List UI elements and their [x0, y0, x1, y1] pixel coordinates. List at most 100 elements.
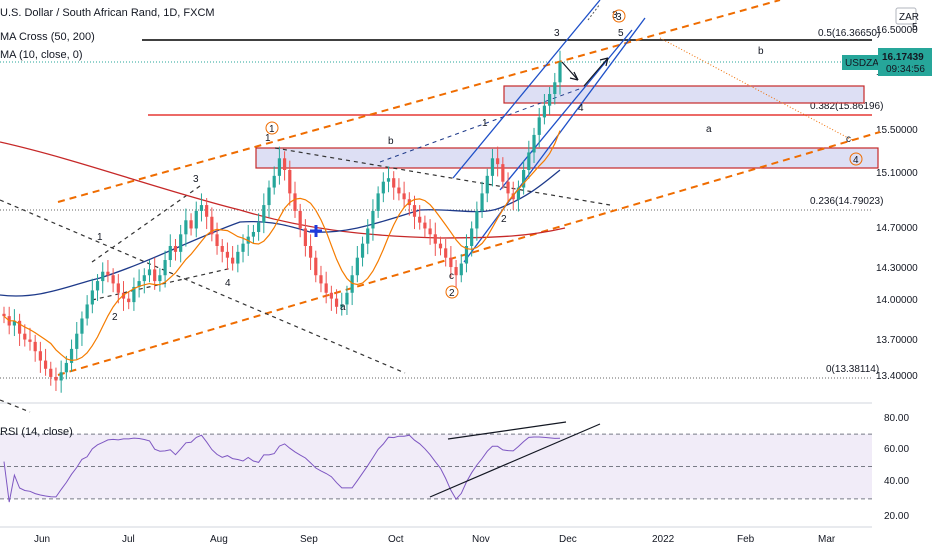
candle-body	[459, 263, 463, 276]
wave-label: 1	[265, 133, 271, 144]
candle-body	[522, 170, 526, 188]
candle-body	[106, 271, 110, 276]
candle-body	[28, 339, 32, 342]
candle-body	[59, 372, 63, 381]
candle-body	[220, 246, 224, 252]
ma50-line	[0, 169, 561, 297]
trendline-b	[274, 147, 611, 206]
candle-body	[236, 251, 240, 264]
wave-label: 1	[269, 124, 275, 135]
forecast-line	[659, 37, 853, 141]
supply-zone	[503, 85, 865, 104]
candle-body	[548, 94, 552, 106]
candle-body	[189, 220, 193, 229]
candle-body	[490, 158, 495, 176]
candle-body	[33, 341, 37, 352]
price-badge-countdown: 09:34:56	[886, 64, 925, 75]
candle-body	[334, 298, 339, 307]
candle-body	[532, 134, 536, 153]
candle-body	[142, 275, 146, 282]
trendline-down-2	[0, 399, 31, 413]
candle-body	[516, 187, 521, 200]
wave-label: 4	[225, 278, 231, 289]
blue-channel-lower	[463, 17, 646, 263]
price-axis-bg	[872, 0, 932, 550]
candle-body	[101, 271, 105, 282]
candle-body	[485, 175, 489, 194]
candle-body	[542, 105, 547, 118]
candle-body	[392, 178, 396, 188]
month-tick-label: 2022	[652, 534, 675, 545]
rsi-trendline-lower	[429, 423, 601, 498]
candle-body	[80, 318, 84, 334]
candle-body	[480, 193, 484, 211]
candle-body	[231, 257, 235, 264]
rsi-legend: RSI (14, close)	[0, 426, 73, 438]
candle-body	[438, 243, 443, 249]
fib-level-label: 0(13.38114)	[826, 364, 879, 375]
candle-body	[423, 222, 427, 229]
candle-body	[288, 170, 292, 194]
fib-level-label: 0.382(15.86196)	[810, 101, 883, 112]
candle-body	[501, 164, 505, 182]
arrow-up-segment	[583, 57, 609, 87]
wave-label: 3	[554, 28, 560, 39]
candle-body	[381, 181, 385, 194]
candle-body	[433, 234, 437, 244]
ma-legend: MA (10, close, 0)	[0, 49, 83, 61]
candle-body	[38, 351, 42, 361]
wave-label: 4	[578, 103, 584, 114]
price-badge	[878, 48, 932, 76]
candle-body	[95, 281, 100, 291]
candle-body	[298, 210, 302, 229]
ma200-line	[0, 141, 566, 239]
candle-body	[272, 175, 276, 188]
wave-circle	[265, 121, 279, 135]
candle-body	[179, 234, 183, 252]
candle-body	[210, 216, 214, 235]
month-tick-label: Oct	[388, 534, 404, 545]
candle-body	[412, 205, 417, 217]
candle-body	[277, 158, 282, 176]
candle-body	[127, 298, 131, 303]
ma-cross-legend: MA Cross (50, 200)	[0, 31, 95, 43]
month-tick-label: Mar	[818, 534, 836, 545]
arrow-down-segment	[561, 61, 579, 81]
candle-body	[12, 320, 16, 326]
candle-body	[350, 275, 354, 293]
candle-body	[397, 187, 401, 194]
candle-body	[527, 152, 531, 170]
candle-body	[257, 222, 261, 232]
arrow-up-head	[599, 57, 609, 67]
candle-body	[303, 228, 307, 246]
candle-body	[282, 158, 287, 170]
month-tick-label: Jun	[34, 534, 50, 545]
candle-body	[168, 246, 172, 261]
candle-body	[496, 158, 500, 165]
month-tick-label: Nov	[472, 534, 490, 545]
price-tick-label: 14.30000	[876, 263, 918, 274]
candle-body	[386, 178, 391, 182]
currency-box	[895, 7, 917, 25]
candlestick-series	[2, 50, 562, 393]
trendline-down	[0, 199, 406, 374]
wave-circle	[849, 152, 863, 166]
candle-body	[402, 193, 406, 200]
wave-label: 2	[112, 312, 118, 323]
price-tick-label: 16.50000	[876, 25, 918, 36]
wave-label: b	[758, 46, 764, 57]
candle-body	[511, 193, 515, 200]
currency-label: ZAR	[899, 12, 919, 23]
candle-body	[418, 216, 422, 223]
wave-label: 3	[612, 10, 618, 21]
demand-zone	[255, 147, 879, 169]
wave-label: 4	[853, 155, 859, 166]
candle-body	[184, 220, 188, 235]
candle-body	[111, 275, 115, 284]
candle-body	[17, 320, 22, 334]
candle-body	[158, 275, 162, 282]
candle-body	[506, 181, 510, 194]
candle-body	[449, 257, 453, 268]
rsi-tick-label: 40.00	[884, 476, 909, 487]
